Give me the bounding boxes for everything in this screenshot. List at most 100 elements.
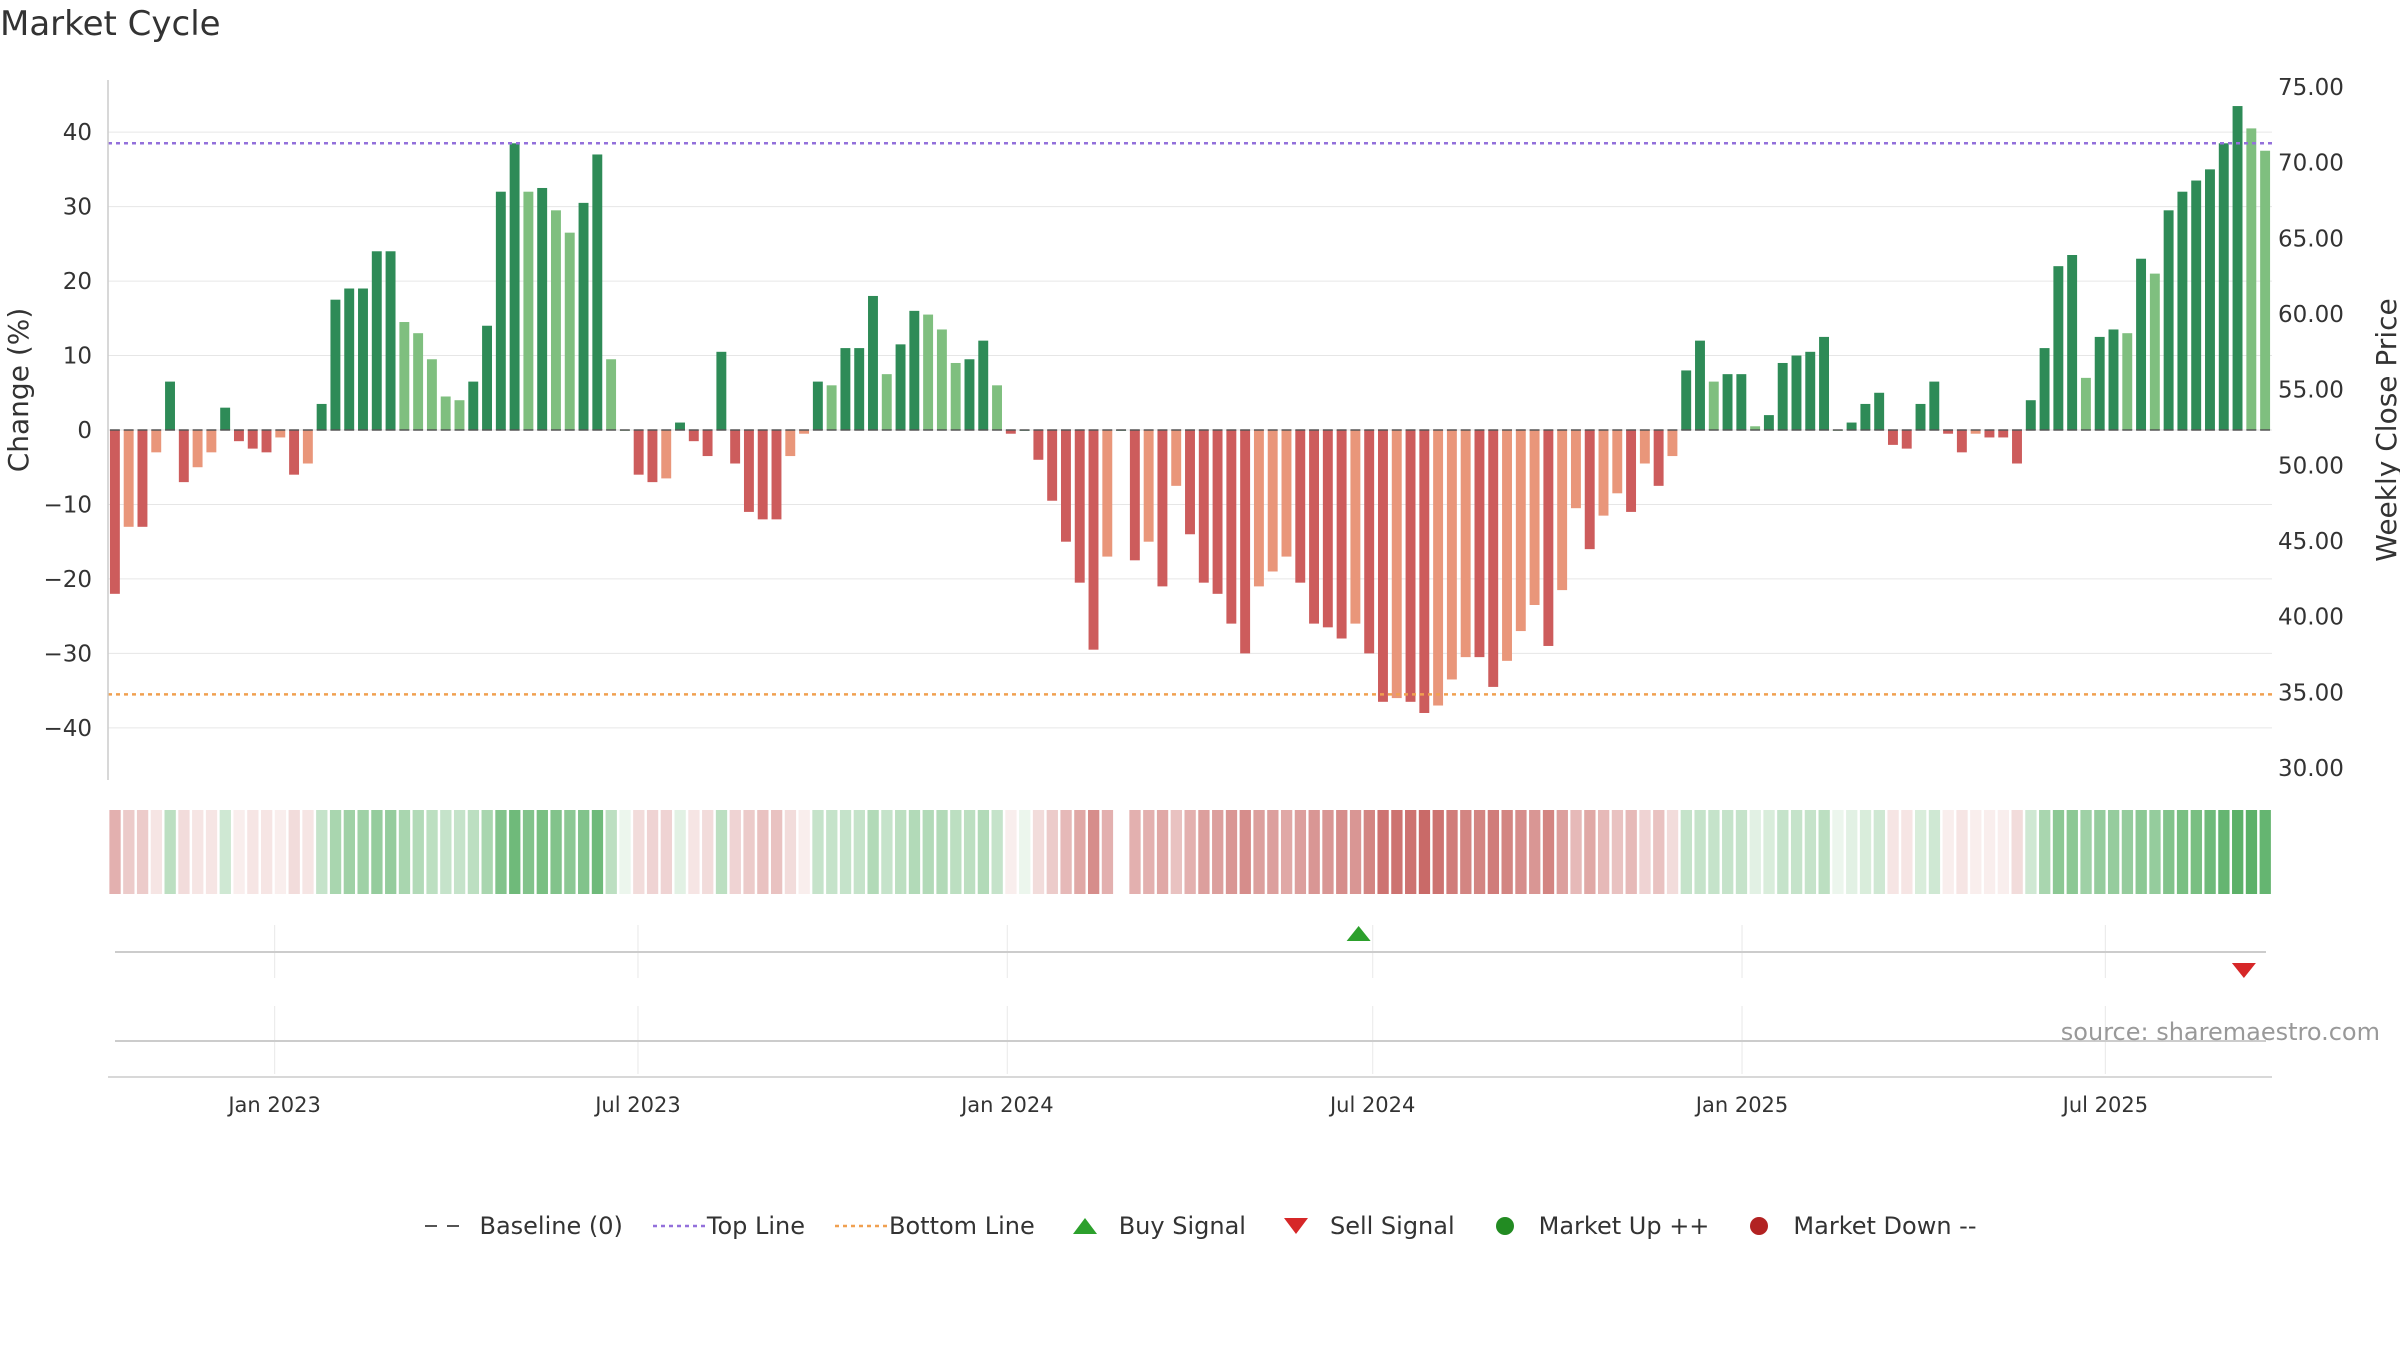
change-bar	[151, 430, 162, 453]
y2-axis-title: Weekly Close Price	[2370, 298, 2400, 561]
heatmap-cell	[426, 810, 438, 894]
legend-label: Baseline (0)	[479, 1212, 623, 1240]
heatmap-cell	[1804, 810, 1817, 894]
x-tick-label: Jan 2023	[226, 1093, 321, 1117]
chart-canvas: 40 30 20 10 0 −10 −20 −30 −40 75.00 70.00 65.00 60.0…	[2, 75, 2400, 1117]
change-bar	[440, 396, 451, 430]
heatmap-cell	[1308, 810, 1320, 894]
change-bar	[454, 400, 465, 430]
heatmap-cell	[1597, 810, 1610, 894]
change-bar	[509, 143, 520, 431]
heatmap-cell	[1473, 810, 1486, 894]
heatmap-cell	[1060, 810, 1072, 894]
legend-market-up[interactable]: Market Up ++	[1483, 1212, 1710, 1240]
change-bar	[950, 362, 961, 430]
change-bar	[688, 430, 699, 442]
y2-tick-label: 60.00	[2278, 302, 2344, 328]
change-bar	[1433, 430, 1444, 706]
change-bar	[799, 430, 810, 434]
heatmap-cell	[2259, 810, 2271, 894]
y-axis-title: Change (%)	[2, 308, 35, 473]
change-bar	[702, 430, 713, 457]
change-bar	[1074, 430, 1085, 583]
heatmap-cell	[1074, 810, 1086, 894]
heatmap-cell	[619, 810, 631, 894]
heatmap-cell	[1198, 810, 1210, 894]
y2-tick-label: 35.00	[2278, 680, 2344, 706]
change-bar	[1998, 430, 2009, 438]
change-bar	[2067, 255, 2078, 430]
heatmap-cell	[2066, 810, 2078, 894]
change-bar	[1777, 362, 1788, 430]
heatmap-cell	[1556, 810, 1568, 894]
change-bar	[344, 288, 355, 430]
heatmap-cell	[398, 810, 411, 894]
change-bar	[2149, 273, 2160, 430]
y-tick-label: −10	[43, 492, 92, 518]
heatmap-cell	[1418, 810, 1431, 894]
change-bar	[1033, 430, 1044, 460]
heatmap-cell	[936, 810, 948, 894]
heatmap-cell	[274, 810, 287, 894]
heatmap-cell	[1294, 810, 1307, 894]
change-bar	[1874, 392, 1885, 430]
legend-bottom-line[interactable]: Bottom Line	[833, 1212, 1035, 1240]
heatmap-cell	[247, 810, 259, 894]
legend-top-line[interactable]: Top Line	[651, 1212, 805, 1240]
change-bar	[1626, 430, 1637, 512]
heatmap-cell	[2204, 810, 2216, 894]
x-tick-label: Jul 2025	[2061, 1093, 2148, 1117]
heatmap-cell	[550, 810, 562, 894]
heatmap-cell	[1846, 810, 1858, 894]
change-bar	[2246, 128, 2257, 430]
heatmap-cell	[1818, 810, 1830, 894]
change-bar	[1488, 430, 1499, 687]
y-tick-label: −30	[43, 641, 92, 667]
heatmap-cell	[1405, 810, 1417, 894]
change-bar	[909, 310, 920, 430]
change-bar	[1515, 430, 1526, 632]
legend-market-down[interactable]: Market Down --	[1737, 1212, 1977, 1240]
dashed-line-icon	[423, 1216, 467, 1236]
y2-tick-label: 40.00	[2278, 605, 2344, 631]
legend-buy-signal[interactable]: Buy Signal	[1063, 1212, 1246, 1240]
legend-label: Market Up ++	[1538, 1212, 1710, 1240]
change-bar	[881, 374, 892, 430]
heatmap-cell	[1391, 810, 1403, 894]
heatmap-cell	[467, 810, 480, 894]
heatmap-cell	[1901, 810, 1913, 894]
heatmap-cell	[826, 810, 838, 894]
heatmap-cell	[2135, 810, 2147, 894]
x-tick-label: Jul 2023	[593, 1093, 680, 1117]
change-bar	[1143, 430, 1154, 542]
heatmap-cell	[605, 810, 617, 894]
change-bar	[551, 210, 561, 430]
heatmap-cell	[2218, 810, 2230, 894]
change-bar	[123, 430, 134, 527]
source-credit: source: sharemaestro.com	[2061, 1018, 2380, 1046]
green-dot-icon	[1483, 1216, 1527, 1236]
legend-label: Buy Signal	[1118, 1212, 1246, 1240]
change-bar	[1350, 430, 1361, 624]
change-bar	[2191, 180, 2202, 430]
change-bar	[385, 251, 396, 430]
change-bar	[1198, 430, 1209, 583]
heatmap-cell	[1253, 810, 1265, 894]
heatmap-cell	[178, 810, 190, 894]
legend-baseline[interactable]: Baseline (0)	[423, 1212, 623, 1240]
heatmap-cell	[261, 810, 273, 894]
heatmap-cell	[1584, 810, 1596, 894]
heatmap-cell	[192, 810, 204, 894]
change-bar	[261, 430, 272, 453]
legend-sell-signal[interactable]: Sell Signal	[1274, 1212, 1455, 1240]
heatmap-cell	[205, 810, 218, 894]
heatmap-cell	[2245, 810, 2258, 894]
buy-signal-marker	[1346, 926, 1371, 941]
heatmap-cell	[729, 810, 741, 894]
heatmap-cell	[812, 810, 824, 894]
heatmap-cell	[1101, 810, 1114, 894]
reference-lines	[108, 142, 2272, 696]
heatmap-cell	[977, 810, 990, 894]
change-bar	[2080, 377, 2091, 430]
heatmap-cell	[1529, 810, 1541, 894]
